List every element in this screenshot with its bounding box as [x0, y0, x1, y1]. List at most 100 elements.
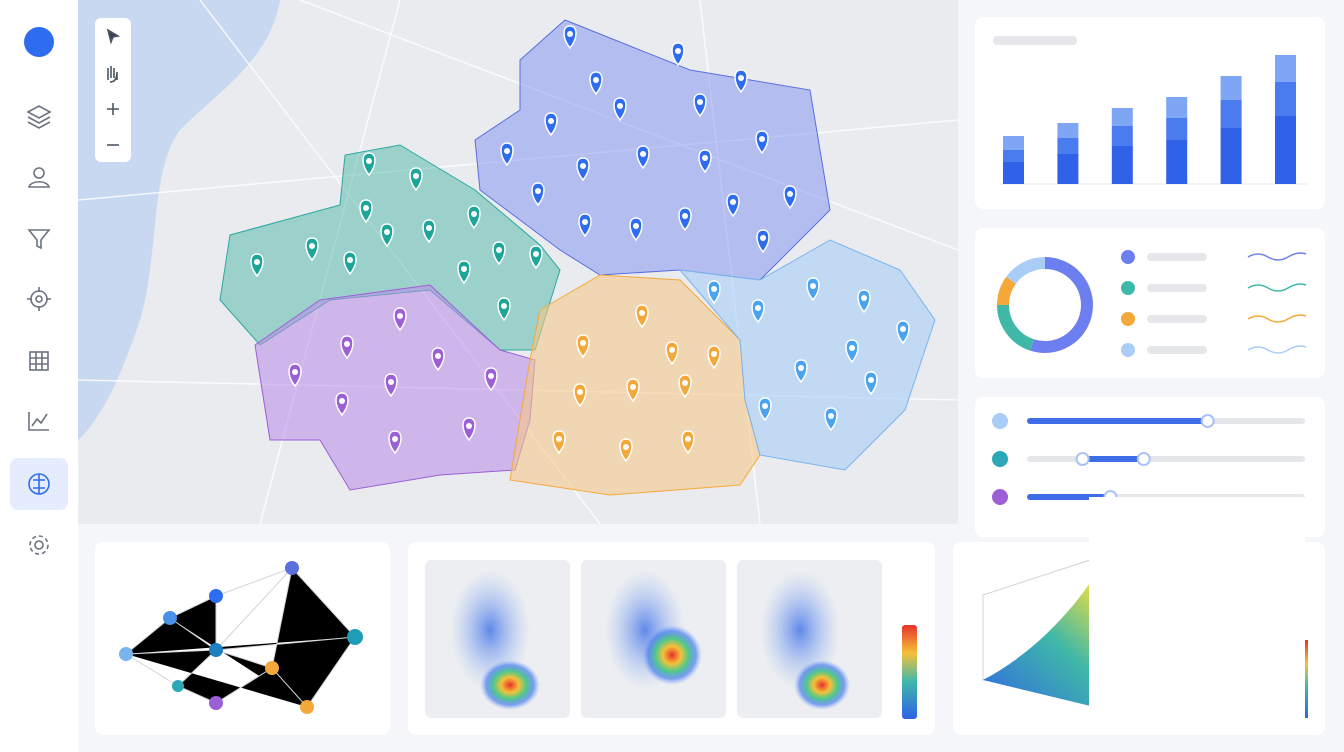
- bar-segment: [1003, 150, 1024, 162]
- bar-segment: [1275, 55, 1296, 82]
- map-pin: [671, 42, 685, 67]
- legend-swatch: [1121, 281, 1135, 295]
- map-pin: [678, 207, 692, 232]
- map-pin: [896, 320, 910, 345]
- slider-handle: [1200, 414, 1215, 428]
- bar-segment: [1220, 76, 1242, 100]
- map-pin: [422, 219, 436, 244]
- pin-dot: [535, 188, 541, 194]
- select-tool[interactable]: [106, 28, 121, 45]
- pin-dot: [384, 229, 390, 235]
- map-pin: [409, 167, 423, 192]
- map-pin: [484, 367, 498, 392]
- map-pin: [756, 229, 770, 254]
- map-pin: [563, 25, 577, 50]
- pin-dot: [849, 345, 855, 351]
- pin-dot: [762, 403, 768, 409]
- map-pin: [783, 185, 797, 210]
- map-pin: [806, 277, 820, 302]
- pin-dot: [669, 347, 675, 353]
- map-pin: [393, 307, 407, 332]
- pin-dot: [861, 295, 867, 301]
- map-pin: [576, 334, 590, 359]
- user-icon[interactable]: [33, 167, 45, 179]
- slider-handle: [1075, 452, 1090, 466]
- map-pin: [619, 438, 633, 463]
- pin-dot: [582, 219, 588, 225]
- map-pin: [250, 253, 264, 278]
- pin-dot: [501, 303, 507, 309]
- zoom-in[interactable]: [107, 103, 119, 115]
- map-pin: [305, 237, 319, 262]
- map-pin: [343, 251, 357, 276]
- pin-dot: [392, 436, 398, 442]
- sparkline: [1247, 345, 1307, 354]
- bar-segment: [1057, 138, 1079, 154]
- legend-placeholder: [1147, 315, 1207, 323]
- settings-icon[interactable]: [34, 540, 44, 550]
- table-icon[interactable]: [29, 351, 49, 371]
- blank-overlay: [1089, 497, 1305, 720]
- pin-dot: [617, 103, 623, 109]
- map-pin: [576, 157, 590, 182]
- bar-segment: [1003, 136, 1024, 150]
- slider-swatch: [992, 413, 1008, 429]
- pin-dot: [868, 377, 874, 383]
- map-pin: [698, 149, 712, 174]
- pin-dot: [798, 365, 804, 371]
- donut-segment: [1030, 257, 1093, 353]
- map-pin: [734, 69, 748, 94]
- map-pin: [288, 363, 302, 388]
- map-toolbar: [95, 18, 131, 162]
- pin-dot: [810, 283, 816, 289]
- map-pin: [362, 152, 376, 177]
- legend-placeholder: [1147, 346, 1207, 354]
- title-placeholder: [993, 36, 1077, 45]
- map-pin: [693, 93, 707, 118]
- map-pin: [500, 142, 514, 167]
- map-pin: [755, 130, 769, 155]
- pin-dot: [828, 413, 834, 419]
- bar-segment: [1166, 97, 1188, 118]
- pan-tool[interactable]: [107, 66, 118, 83]
- heatmaps: [425, 560, 917, 719]
- layers-icon[interactable]: [26, 105, 52, 129]
- map-pin: [824, 407, 838, 432]
- map-pin: [335, 392, 349, 417]
- map-pin: [707, 280, 721, 305]
- slider-handle: [1136, 452, 1151, 466]
- bar-segment: [1275, 116, 1296, 184]
- map-pin: [864, 371, 878, 396]
- slider-swatch: [992, 451, 1008, 467]
- slider-fill: [1027, 418, 1208, 424]
- pin-dot: [254, 259, 260, 265]
- pin-dot: [685, 436, 691, 442]
- map-pin: [431, 347, 445, 372]
- map-pin: [613, 97, 627, 122]
- map-pin: [707, 345, 721, 370]
- legend-placeholder: [1147, 253, 1207, 261]
- pin-dot: [593, 77, 599, 83]
- sparkline: [1247, 252, 1307, 261]
- legend-swatch: [1121, 343, 1135, 357]
- pin-dot: [702, 155, 708, 161]
- logo: [24, 27, 54, 57]
- chart-icon[interactable]: [28, 412, 49, 431]
- pin-dot: [292, 369, 298, 375]
- slider-swatch: [992, 489, 1008, 505]
- pin-dot: [697, 99, 703, 105]
- pin-dot: [347, 257, 353, 263]
- pin-dot: [730, 199, 736, 205]
- map-pin: [681, 430, 695, 455]
- bar-segment: [1111, 108, 1133, 126]
- map: [77, 0, 959, 525]
- map-pin: [529, 245, 543, 270]
- pin-dot: [630, 384, 636, 390]
- pin-dot: [435, 353, 441, 359]
- pin-dot: [533, 251, 539, 257]
- map-pin: [497, 297, 511, 322]
- map-pin: [845, 339, 859, 364]
- filter-icon[interactable]: [27, 229, 51, 250]
- pin-dot: [413, 173, 419, 179]
